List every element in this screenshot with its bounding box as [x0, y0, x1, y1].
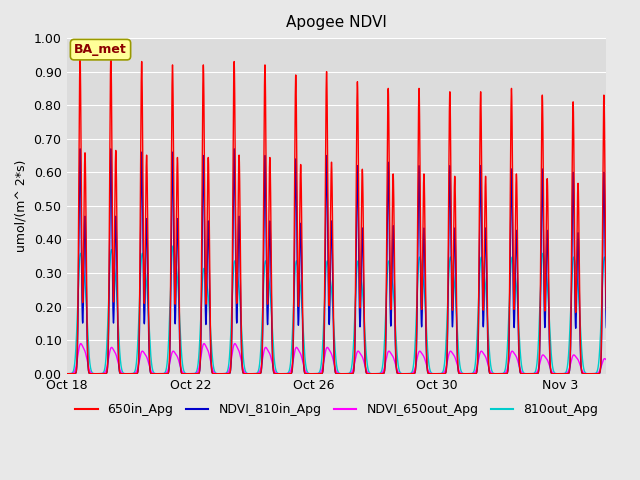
650in_Apg	[199, 63, 207, 69]
NDVI_650out_Apg	[200, 341, 208, 347]
NDVI_810in_Apg	[107, 146, 115, 152]
NDVI_810in_Apg	[194, 371, 202, 377]
Title: Apogee NDVI: Apogee NDVI	[286, 15, 387, 30]
Legend: 650in_Apg, NDVI_810in_Apg, NDVI_650out_Apg, 810out_Apg: 650in_Apg, NDVI_810in_Apg, NDVI_650out_A…	[70, 398, 604, 421]
810out_Apg	[63, 371, 71, 377]
650in_Apg	[405, 371, 413, 377]
NDVI_650out_Apg	[219, 371, 227, 377]
NDVI_810in_Apg	[355, 209, 362, 215]
650in_Apg	[194, 371, 202, 377]
NDVI_810in_Apg	[63, 371, 71, 377]
Line: NDVI_650out_Apg: NDVI_650out_Apg	[67, 344, 622, 374]
810out_Apg	[194, 362, 202, 368]
810out_Apg	[219, 371, 227, 377]
NDVI_650out_Apg	[618, 371, 626, 377]
Line: 650in_Apg: 650in_Apg	[67, 55, 622, 374]
810out_Apg	[618, 371, 626, 377]
650in_Apg	[618, 371, 626, 377]
Line: NDVI_810in_Apg: NDVI_810in_Apg	[67, 149, 622, 374]
810out_Apg	[387, 267, 394, 273]
810out_Apg	[199, 269, 207, 275]
650in_Apg	[355, 144, 362, 150]
810out_Apg	[355, 258, 362, 264]
NDVI_650out_Apg	[387, 350, 394, 356]
NDVI_810in_Apg	[199, 154, 207, 159]
Y-axis label: umol/(m^ 2*s): umol/(m^ 2*s)	[15, 160, 28, 252]
NDVI_650out_Apg	[63, 371, 71, 377]
Line: 810out_Apg: 810out_Apg	[67, 246, 622, 374]
NDVI_650out_Apg	[405, 371, 413, 377]
NDVI_650out_Apg	[199, 342, 207, 348]
650in_Apg	[219, 371, 227, 377]
NDVI_810in_Apg	[618, 371, 626, 377]
810out_Apg	[170, 243, 177, 249]
650in_Apg	[63, 371, 71, 377]
NDVI_810in_Apg	[387, 323, 394, 328]
NDVI_650out_Apg	[355, 348, 362, 354]
650in_Apg	[107, 52, 115, 58]
NDVI_810in_Apg	[219, 371, 227, 377]
NDVI_810in_Apg	[405, 371, 413, 377]
NDVI_650out_Apg	[194, 369, 202, 374]
650in_Apg	[387, 306, 394, 312]
810out_Apg	[405, 371, 413, 377]
Text: BA_met: BA_met	[74, 43, 127, 56]
